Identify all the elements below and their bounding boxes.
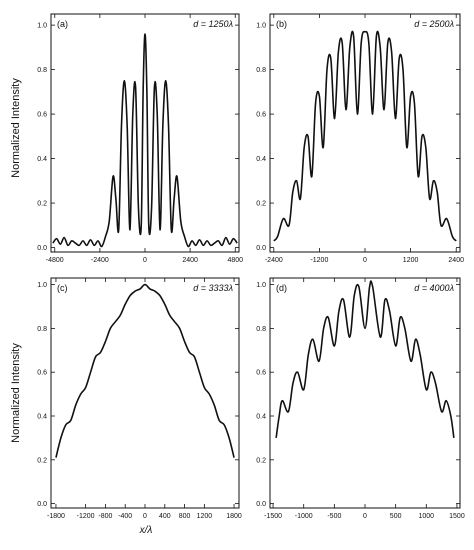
chart-0-x-tick-label: 2400 <box>182 257 198 264</box>
chart-1-panel-label: (b) <box>276 19 287 29</box>
chart-3-x-tick-label: 1500 <box>449 513 465 520</box>
chart-2-x-tick-label: -400 <box>118 513 132 520</box>
chart-1-y-tick-label: 0.4 <box>256 156 266 163</box>
chart-1-x-tick-label: -2400 <box>265 257 283 264</box>
chart-2-x-tick-label: -1200 <box>77 513 95 520</box>
chart-2-frame <box>50 277 240 509</box>
chart-3-y-tick-label: 0.0 <box>256 501 266 508</box>
chart-0-annotation: d = 1250λ <box>193 19 233 29</box>
chart-2-y-tick-label: 0.0 <box>37 501 47 508</box>
chart-2-y-tick-label: 0.8 <box>37 326 47 333</box>
chart-2-x-tick-label: 400 <box>159 513 171 520</box>
chart-3-x-tick-label: 0 <box>363 513 367 520</box>
chart-0-y-tick-label: 0.8 <box>37 67 47 74</box>
chart-3-series-line-0 <box>275 280 455 439</box>
chart-3-frame <box>269 277 461 509</box>
chart-2-x-tick-label: 1200 <box>197 513 213 520</box>
chart-panels: 0.0 0.2 0.4 0.6 0.8 1.0 -4800 -2400 0 2400 4800 (a)… <box>37 13 465 520</box>
chart-2-x-tick-label: -1800 <box>47 513 65 520</box>
chart-3-x-tick-label: -1000 <box>295 513 313 520</box>
chart-panel-1: 0.0 0.2 0.4 0.6 0.8 1.0 -2400 -1200 0 1200 2400 (b)… <box>256 13 464 264</box>
chart-panel-2: 0.0 0.2 0.4 0.6 0.8 1.0 -1800 -1200 -800 -400 0 400… <box>37 277 242 520</box>
chart-1-y-tick-label: 0.8 <box>256 67 266 74</box>
chart-2-x-tick-label: 0 <box>143 513 147 520</box>
chart-1-series-line-0 <box>273 30 457 242</box>
chart-2-y-tick-label: 1.0 <box>37 282 47 289</box>
chart-3-x-tick-label: 500 <box>390 513 402 520</box>
chart-0-panel-label: (a) <box>57 19 68 29</box>
chart-3-panel-label: (d) <box>276 283 287 293</box>
chart-0-x-tick-label: -4800 <box>46 257 64 264</box>
chart-3-y-tick-label: 1.0 <box>256 282 266 289</box>
chart-3-annotation: d = 4000λ <box>414 283 454 293</box>
chart-0-y-tick-label: 1.0 <box>37 23 47 30</box>
chart-1-x-tick-label: 1200 <box>403 257 419 264</box>
chart-3-x-tick-label: -1500 <box>264 513 282 520</box>
chart-0-y-tick-label: 0.0 <box>37 245 47 252</box>
chart-2-panel-label: (c) <box>57 283 68 293</box>
chart-1-y-tick-label: 1.0 <box>256 23 266 30</box>
chart-2-x-tick-label: -800 <box>98 513 112 520</box>
chart-3-x-tick-label: 1000 <box>419 513 435 520</box>
chart-3-y-tick-label: 0.8 <box>256 326 266 333</box>
chart-3-y-tick-label: 0.4 <box>256 414 266 421</box>
chart-0-y-tick-label: 0.6 <box>37 112 47 119</box>
chart-0-y-tick-label: 0.4 <box>37 156 47 163</box>
chart-0-series-line-0 <box>52 33 238 248</box>
y-axis-label-top: Normalized Intensity <box>10 78 22 178</box>
chart-1-frame <box>269 13 461 253</box>
chart-0-frame <box>50 13 240 253</box>
chart-1-x-tick-label: -1200 <box>310 257 328 264</box>
chart-2-y-tick-label: 0.4 <box>37 414 47 421</box>
x-axis-label: x/λ <box>139 525 153 536</box>
chart-2-y-tick-label: 0.6 <box>37 370 47 377</box>
chart-2-x-tick-label: 800 <box>179 513 191 520</box>
chart-2-x-tick-label: 1800 <box>226 513 242 520</box>
chart-1-x-tick-label: 2400 <box>448 257 464 264</box>
chart-0-x-tick-label: 4800 <box>227 257 243 264</box>
chart-panel-0: 0.0 0.2 0.4 0.6 0.8 1.0 -4800 -2400 0 2400 4800 (a)… <box>37 13 243 264</box>
chart-1-x-tick-label: 0 <box>363 257 367 264</box>
chart-panel-3: 0.0 0.2 0.4 0.6 0.8 1.0 -1500 -1000 -500 0 500 1000… <box>256 277 465 520</box>
chart-2-annotation: d = 3333λ <box>193 283 233 293</box>
chart-1-y-tick-label: 0.2 <box>256 201 266 208</box>
y-axis-label-bottom: Normalized Intensity <box>10 343 22 443</box>
chart-2-y-tick-label: 0.2 <box>37 457 47 464</box>
chart-3-y-tick-label: 0.6 <box>256 370 266 377</box>
chart-2-series-line-0 <box>55 283 235 458</box>
chart-1-y-tick-label: 0.0 <box>256 245 266 252</box>
chart-0-x-tick-label: 0 <box>143 257 147 264</box>
chart-0-y-tick-label: 0.2 <box>37 201 47 208</box>
chart-1-annotation: d = 2500λ <box>414 19 454 29</box>
chart-1-y-tick-label: 0.6 <box>256 112 266 119</box>
chart-0-x-tick-label: -2400 <box>91 257 109 264</box>
chart-3-x-tick-label: -500 <box>327 513 341 520</box>
chart-3-y-tick-label: 0.2 <box>256 457 266 464</box>
